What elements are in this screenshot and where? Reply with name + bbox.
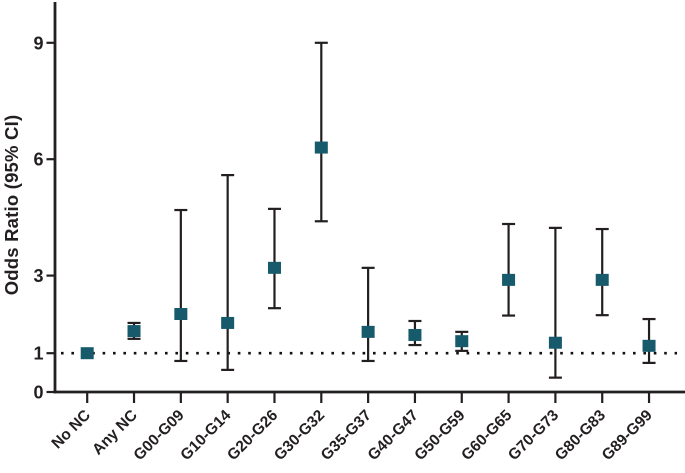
y-tick-label: 3 — [33, 266, 43, 286]
or-marker — [80, 347, 94, 360]
y-tick-label: 1 — [33, 344, 43, 364]
or-marker — [221, 316, 235, 329]
x-category-label: G35-G37 — [318, 407, 375, 464]
x-category-label: G10-G14 — [177, 407, 234, 464]
or-marker — [314, 141, 328, 154]
y-tick-label: 0 — [33, 383, 43, 403]
or-marker — [595, 273, 609, 286]
y-tick-label: 6 — [33, 150, 43, 170]
or-marker — [455, 335, 469, 348]
or-marker — [408, 328, 422, 341]
x-category-label: G40-G47 — [365, 407, 422, 464]
or-marker — [548, 336, 562, 349]
or-marker — [267, 261, 281, 274]
or-marker — [642, 339, 656, 352]
x-category-label: G30-G32 — [271, 407, 328, 464]
x-category-label: G89-G99 — [599, 407, 656, 464]
y-tick-label: 9 — [33, 33, 43, 53]
x-category-label: G70-G73 — [505, 407, 562, 464]
x-category-label: G00-G09 — [131, 407, 188, 464]
or-marker — [174, 308, 188, 321]
x-category-label: G20-G26 — [224, 407, 281, 464]
or-marker — [361, 325, 375, 338]
y-axis-title: Odds Ratio (95% CI) — [1, 115, 22, 296]
or-marker — [502, 273, 516, 286]
x-category-label: G60-G65 — [458, 407, 515, 464]
x-category-label: G50-G59 — [411, 407, 468, 464]
or-marker — [127, 325, 141, 338]
x-category-label: No NC — [49, 407, 95, 453]
x-category-label: G80-G83 — [552, 407, 609, 464]
